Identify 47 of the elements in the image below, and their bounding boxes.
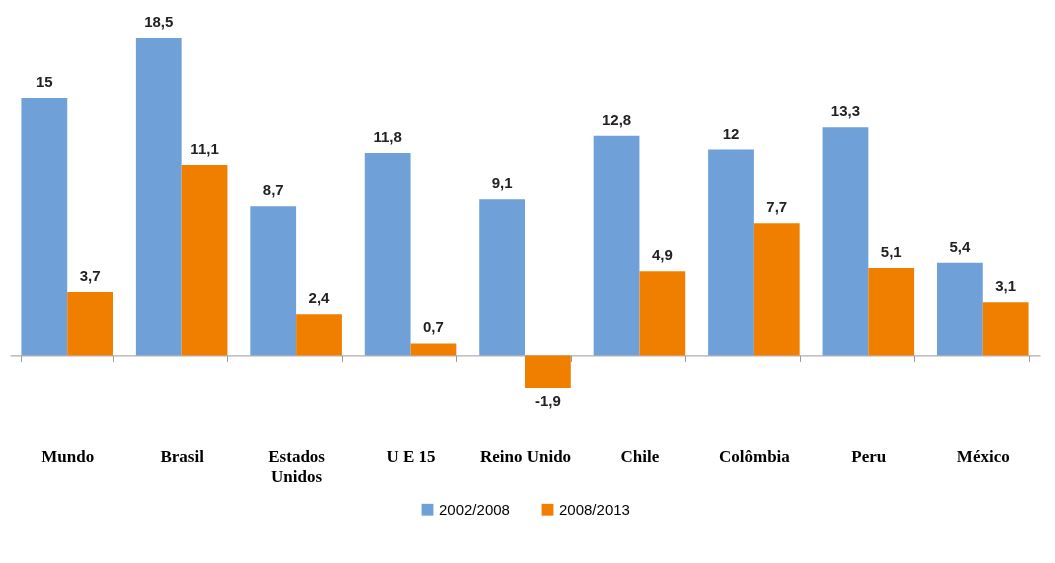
data-label: 7,7 xyxy=(766,198,788,216)
x-tick-label: Chile xyxy=(620,446,660,466)
data-label: 12,8 xyxy=(601,110,632,128)
bar xyxy=(181,164,228,356)
data-label: 3,1 xyxy=(995,277,1017,295)
data-label: 4,9 xyxy=(651,246,673,264)
bar xyxy=(410,343,457,356)
data-label: 2,4 xyxy=(308,289,331,307)
bar xyxy=(479,199,525,356)
data-label: -1,9 xyxy=(534,392,561,409)
data-label: 11,1 xyxy=(190,139,219,157)
bar xyxy=(708,149,754,356)
legend-label: 2008/2013 xyxy=(559,500,630,518)
bar xyxy=(135,38,182,356)
bar xyxy=(525,355,571,388)
x-tick-label: Estados Unidos xyxy=(268,446,326,486)
bar xyxy=(639,271,686,356)
bar xyxy=(296,314,342,356)
bar xyxy=(593,135,640,356)
data-label: 9,1 xyxy=(491,174,513,192)
data-label: 5,1 xyxy=(880,242,902,260)
x-tick-label: Mundo xyxy=(41,446,95,466)
x-tick-label: Colômbia xyxy=(718,446,791,466)
data-label: 13,3 xyxy=(830,102,861,120)
data-label: 8,7 xyxy=(262,181,284,199)
data-label: 0,7 xyxy=(423,318,444,336)
data-label: 11,8 xyxy=(373,127,402,145)
data-label: 12 xyxy=(722,124,740,142)
bar xyxy=(364,152,411,356)
x-tick-label: México xyxy=(956,446,1010,466)
bar xyxy=(753,223,800,356)
x-tick-label: Reino Unido xyxy=(479,446,572,466)
x-tick-label: Peru xyxy=(851,446,887,466)
data-label: 15 xyxy=(35,73,53,91)
x-tick-label: U E 15 xyxy=(386,446,436,466)
bar xyxy=(937,262,983,356)
bar xyxy=(67,291,113,356)
data-label: 18,5 xyxy=(144,13,174,30)
data-label: 5,4 xyxy=(949,237,971,255)
bar xyxy=(822,127,869,356)
x-tick-label: Brasil xyxy=(160,446,205,466)
bar xyxy=(982,302,1029,356)
legend-label: 2002/2008 xyxy=(439,500,510,518)
bar xyxy=(250,206,297,356)
bar xyxy=(21,98,68,356)
bar xyxy=(868,267,915,356)
data-label: 3,7 xyxy=(79,266,101,284)
